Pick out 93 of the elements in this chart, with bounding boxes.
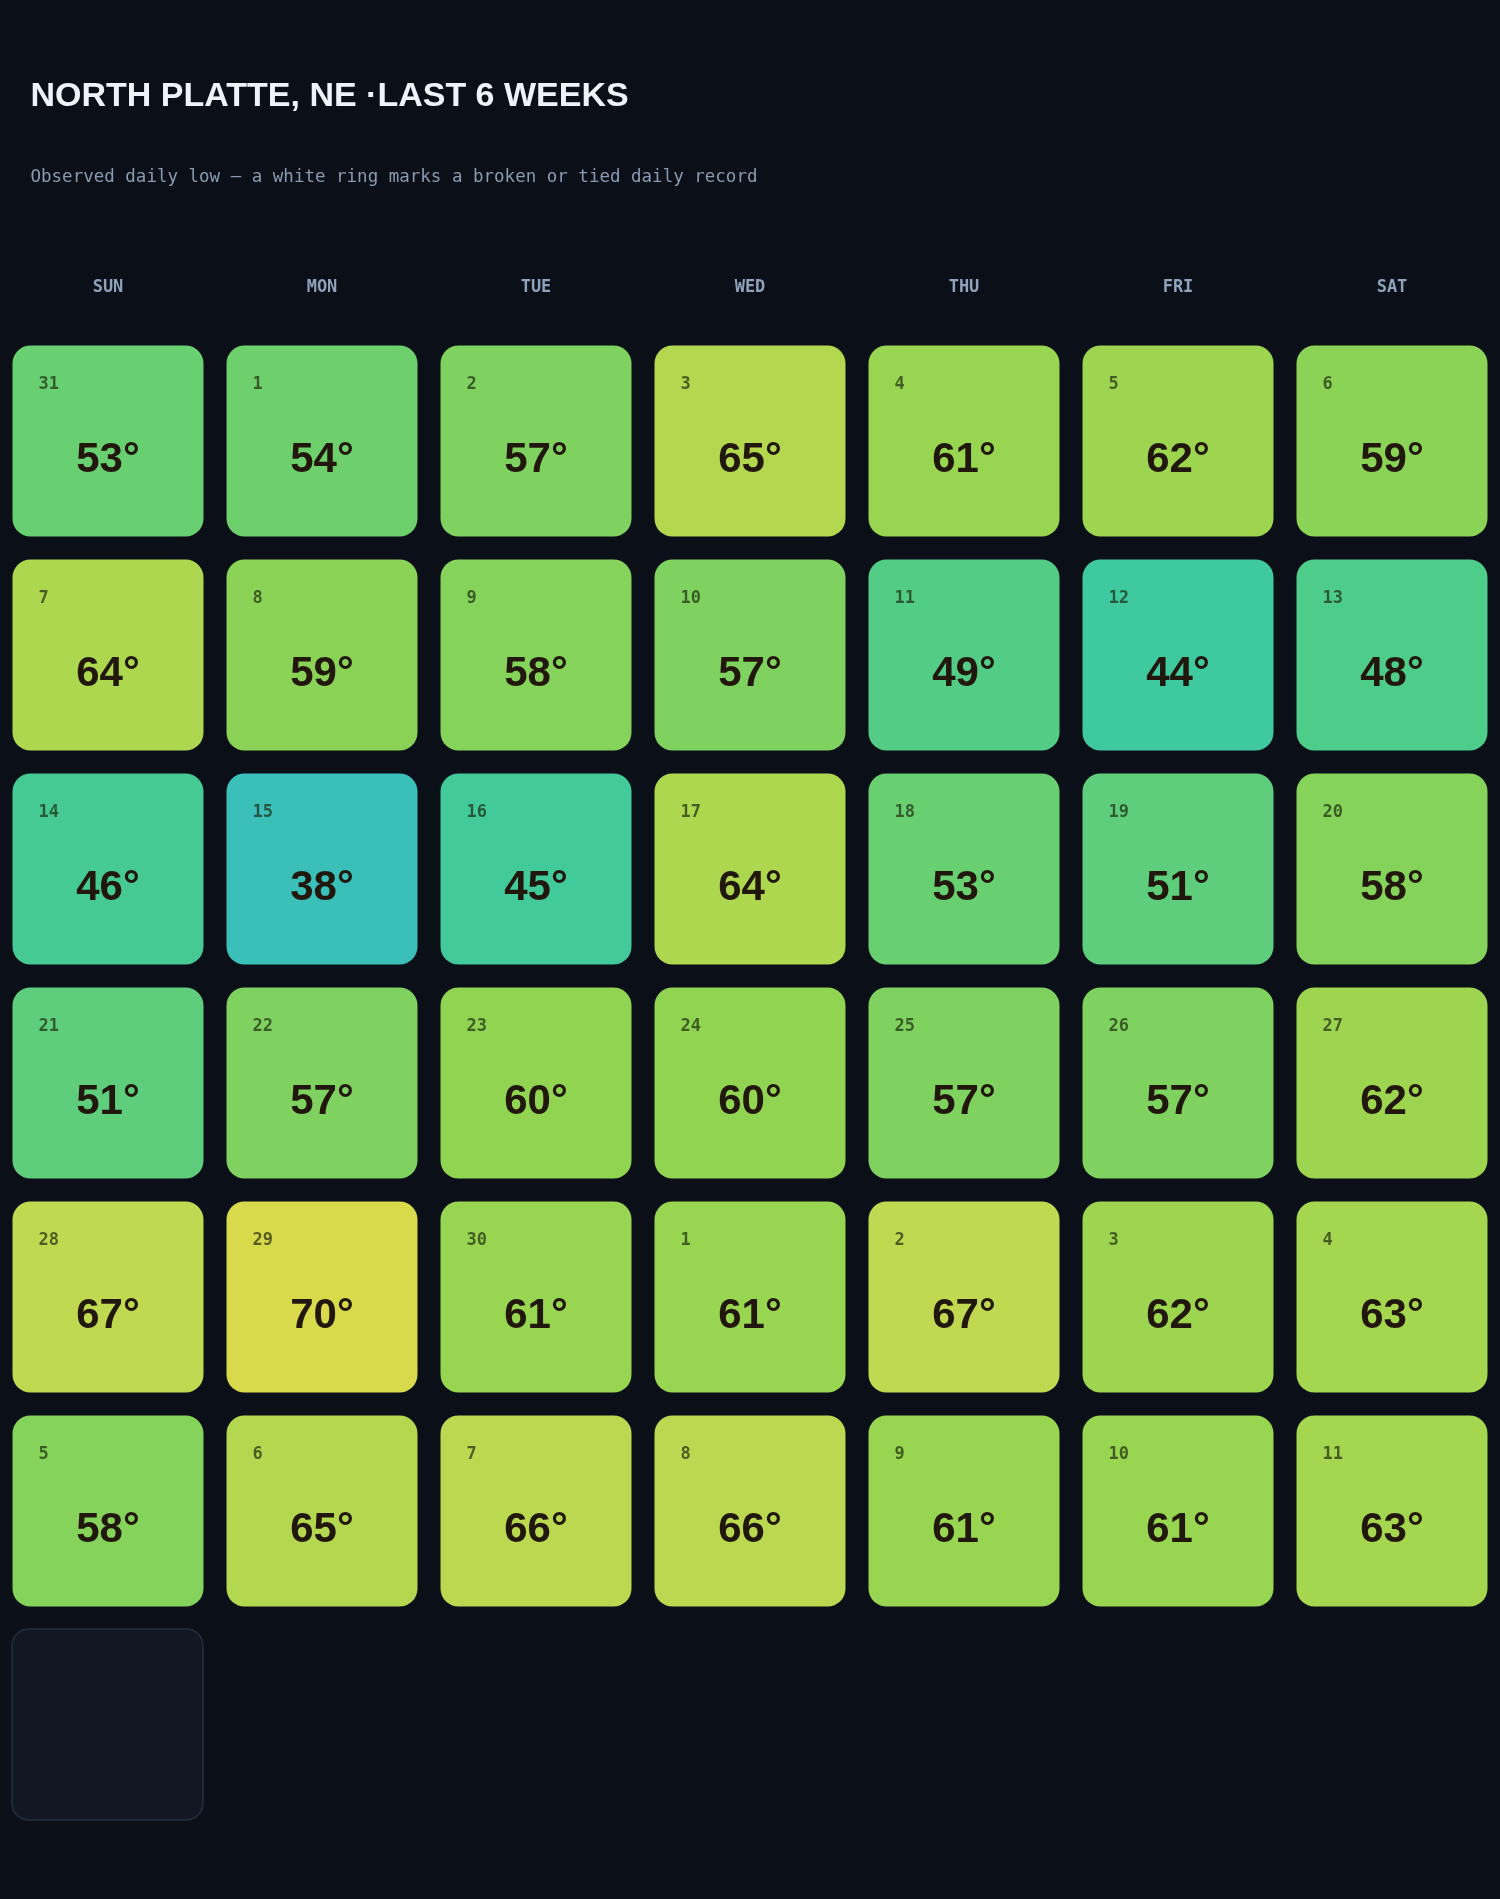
annotation: 9	[894, 1443, 905, 1463]
annotation: 12	[1108, 587, 1129, 607]
data-label: 44°	[1146, 648, 1210, 695]
data-label: 67°	[76, 1290, 140, 1337]
annotation: 18	[894, 801, 915, 821]
annotation: 7	[466, 1443, 477, 1463]
annotation: 2	[894, 1229, 905, 1249]
annotation: 6	[252, 1443, 263, 1463]
data-label: 66°	[718, 1504, 782, 1551]
x-tick-label: SAT	[1376, 275, 1408, 296]
data-label: 62°	[1360, 1076, 1424, 1123]
data-label: 51°	[76, 1076, 140, 1123]
annotation: 5	[38, 1443, 49, 1463]
data-label: 64°	[718, 862, 782, 909]
data-label: 58°	[76, 1504, 140, 1551]
annotation: 5	[1108, 373, 1119, 393]
data-label: 48°	[1360, 648, 1424, 695]
data-label: 45°	[504, 862, 568, 909]
annotation: 15	[252, 801, 273, 821]
x-tick-label: THU	[948, 275, 980, 296]
data-label: 57°	[932, 1076, 996, 1123]
annotation: 8	[252, 587, 263, 607]
annotation: 10	[1108, 1443, 1129, 1463]
annotation: 29	[252, 1229, 273, 1249]
annotation: 6	[1322, 373, 1333, 393]
annotation: 3	[1108, 1229, 1119, 1249]
annotation: 4	[1322, 1229, 1333, 1249]
data-label: 63°	[1360, 1504, 1424, 1551]
data-label: 59°	[290, 648, 354, 695]
annotation: 13	[1322, 587, 1343, 607]
annotation: 28	[38, 1229, 59, 1249]
annotation: 23	[466, 1015, 487, 1035]
data-label: 61°	[932, 1504, 996, 1551]
data-label: 54°	[290, 434, 354, 481]
data-label: 53°	[76, 434, 140, 481]
x-tick-label: FRI	[1162, 275, 1194, 296]
data-label: 65°	[718, 434, 782, 481]
data-label: 46°	[76, 862, 140, 909]
data-label: 63°	[1360, 1290, 1424, 1337]
data-label: 57°	[504, 434, 568, 481]
data-label: 58°	[504, 648, 568, 695]
x-tick-label: WED	[734, 275, 766, 296]
data-label: 60°	[504, 1076, 568, 1123]
data-label: 38°	[290, 862, 354, 909]
x-tick-label: MON	[306, 275, 338, 296]
data-label: 57°	[290, 1076, 354, 1123]
annotation: 2	[466, 373, 477, 393]
data-label: 61°	[1146, 1504, 1210, 1551]
annotation: 16	[466, 801, 487, 821]
data-label: 57°	[1146, 1076, 1210, 1123]
x-tick-label: SUN	[92, 275, 124, 296]
data-label: 61°	[504, 1290, 568, 1337]
annotation: 24	[680, 1015, 701, 1035]
annotation: 7	[38, 587, 49, 607]
annotation: 9	[466, 587, 477, 607]
data-label: 58°	[1360, 862, 1424, 909]
data-label: 57°	[718, 648, 782, 695]
data-label: 66°	[504, 1504, 568, 1551]
data-label: 49°	[932, 648, 996, 695]
annotation: 25	[894, 1015, 915, 1035]
annotation: 31	[38, 373, 59, 393]
annotation: 4	[894, 373, 905, 393]
data-label: 51°	[1146, 862, 1210, 909]
annotation: 1	[680, 1229, 691, 1249]
data-label: 60°	[718, 1076, 782, 1123]
annotation: 26	[1108, 1015, 1129, 1035]
annotation: 14	[38, 801, 59, 821]
annotation: 30	[466, 1229, 487, 1249]
annotation: 27	[1322, 1015, 1343, 1035]
data-label: 59°	[1360, 434, 1424, 481]
chart-title: NORTH PLATTE, NE ·LAST 6 WEEKS	[30, 74, 629, 113]
data-label: 65°	[290, 1504, 354, 1551]
annotation: 20	[1322, 801, 1343, 821]
annotation: 10	[680, 587, 701, 607]
x-tick-label: TUE	[520, 275, 552, 296]
annotation: 22	[252, 1015, 273, 1035]
annotation: 11	[894, 587, 915, 607]
data-label: 53°	[932, 862, 996, 909]
data-label: 62°	[1146, 434, 1210, 481]
data-label: 62°	[1146, 1290, 1210, 1337]
annotation: 1	[252, 373, 263, 393]
chart-subtitle: Observed daily low — a white ring marks a broken or tied daily record	[30, 165, 758, 186]
data-label: 61°	[718, 1290, 782, 1337]
data-label: 67°	[932, 1290, 996, 1337]
data-label: 64°	[76, 648, 140, 695]
annotation: 3	[680, 373, 691, 393]
data-label: 61°	[932, 434, 996, 481]
annotation: 11	[1322, 1443, 1343, 1463]
annotation: 17	[680, 801, 701, 821]
annotation: 19	[1108, 801, 1129, 821]
annotation: 21	[38, 1015, 59, 1035]
data-label: 70°	[290, 1290, 354, 1337]
annotation: 8	[680, 1443, 691, 1463]
